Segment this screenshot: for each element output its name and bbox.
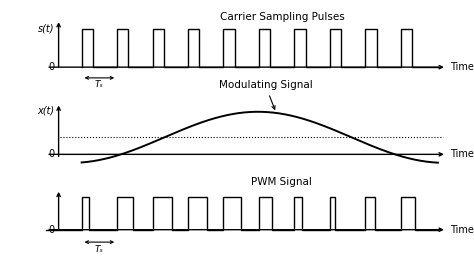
Text: 0: 0 <box>48 62 54 72</box>
Text: Modulating Signal: Modulating Signal <box>219 80 312 109</box>
Text: Time: Time <box>450 149 474 159</box>
Text: x(t): x(t) <box>37 106 54 116</box>
Text: Carrier Sampling Pulses: Carrier Sampling Pulses <box>219 12 344 22</box>
Text: 0: 0 <box>48 149 54 159</box>
Text: s(t): s(t) <box>37 23 54 33</box>
Text: PWM Signal: PWM Signal <box>252 178 312 188</box>
Text: Time: Time <box>450 225 474 235</box>
Text: 0: 0 <box>48 225 54 235</box>
Text: Tₛ: Tₛ <box>95 80 104 89</box>
Text: Tₛ: Tₛ <box>95 245 104 254</box>
Text: Time: Time <box>450 62 474 72</box>
